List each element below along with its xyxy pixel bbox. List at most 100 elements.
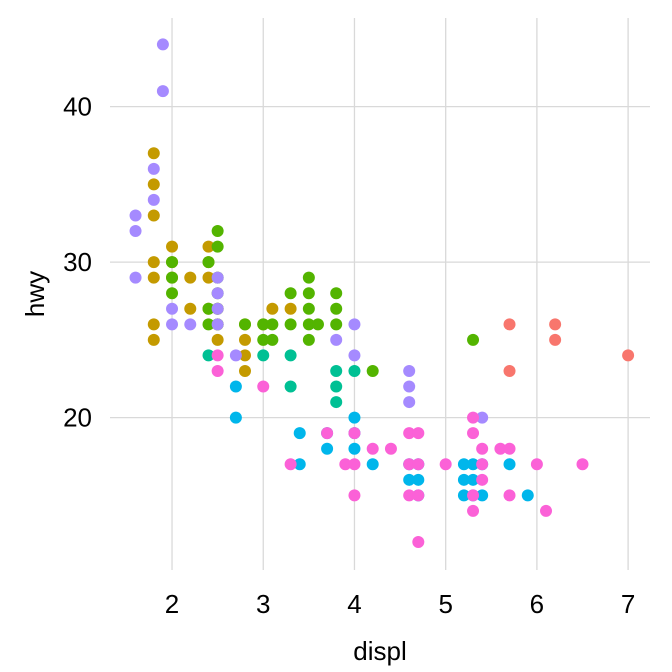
point-minivan [330, 396, 343, 409]
point-suv [467, 411, 480, 424]
point-pickup [467, 473, 480, 486]
point-subcompact [156, 38, 169, 51]
point-compact [184, 302, 197, 315]
point-suv [412, 489, 425, 502]
point-subcompact [129, 225, 142, 238]
point-suv [467, 427, 480, 440]
point-compact [147, 178, 160, 191]
point-pickup [521, 489, 534, 502]
point-midsize [330, 318, 343, 331]
y-axis-label: hwy [20, 271, 50, 317]
point-suv [284, 458, 297, 471]
point-suv [503, 489, 516, 502]
point-midsize [330, 302, 343, 315]
point-pickup [476, 489, 489, 502]
point-midsize [284, 318, 297, 331]
point-subcompact [211, 287, 224, 300]
x-axis-label: displ [353, 636, 406, 666]
point-suv [257, 380, 270, 393]
point-subcompact [211, 302, 224, 315]
point-suv [348, 489, 361, 502]
point-midsize [266, 318, 279, 331]
point-subcompact [211, 271, 224, 284]
point-suv [403, 489, 416, 502]
x-tick-label: 2 [165, 589, 179, 619]
point-minivan [330, 364, 343, 377]
point-suv [503, 442, 516, 455]
point-midsize [239, 318, 251, 331]
y-tick-label: 20 [63, 403, 92, 433]
point-compact [202, 240, 215, 253]
point-midsize [202, 302, 215, 315]
point-2seater [549, 318, 562, 331]
y-tick-label: 40 [63, 92, 92, 122]
point-midsize [302, 271, 315, 284]
point-compact [147, 333, 160, 346]
point-midsize [330, 287, 343, 300]
x-tick-label: 6 [530, 589, 544, 619]
point-suv [412, 427, 425, 440]
point-subcompact [129, 209, 142, 222]
point-subcompact [403, 380, 416, 393]
point-suv [321, 427, 334, 440]
point-suv [366, 442, 379, 455]
point-subcompact [156, 85, 169, 98]
point-minivan [202, 349, 215, 362]
point-midsize [467, 333, 480, 346]
point-midsize [211, 240, 224, 253]
point-midsize [257, 333, 270, 346]
point-suv [576, 458, 589, 471]
point-suv [494, 442, 507, 455]
x-tick-label: 7 [621, 589, 635, 619]
point-subcompact [147, 193, 160, 206]
point-suv [403, 427, 416, 440]
point-minivan [284, 349, 297, 362]
point-2seater [503, 318, 516, 331]
point-compact [184, 271, 197, 284]
point-minivan [348, 364, 361, 377]
point-suv [476, 458, 489, 471]
point-pickup [229, 411, 242, 424]
point-midsize [284, 287, 297, 300]
point-subcompact [147, 162, 160, 175]
point-pickup [293, 427, 306, 440]
point-midsize [302, 333, 315, 346]
point-subcompact [129, 271, 142, 284]
point-minivan [284, 380, 297, 393]
point-compact [239, 349, 251, 362]
point-midsize [257, 318, 270, 331]
point-compact [147, 147, 160, 160]
point-suv [403, 458, 416, 471]
point-subcompact [211, 318, 224, 331]
point-2seater [503, 364, 516, 377]
x-tick-label: 5 [438, 589, 452, 619]
point-pickup [229, 380, 242, 393]
point-subcompact [348, 318, 361, 331]
point-minivan [330, 380, 343, 393]
point-midsize [211, 225, 224, 238]
point-pickup [412, 473, 425, 486]
point-midsize [302, 287, 315, 300]
point-midsize [166, 287, 179, 300]
point-midsize [311, 318, 324, 331]
point-minivan [257, 349, 270, 362]
point-subcompact [166, 302, 179, 315]
point-midsize [302, 302, 315, 315]
point-subcompact [229, 349, 242, 362]
x-tick-label: 4 [347, 589, 361, 619]
point-pickup [457, 489, 470, 502]
point-suv [384, 442, 397, 455]
point-suv [348, 427, 361, 440]
point-midsize [366, 364, 379, 377]
point-suv [211, 364, 224, 377]
point-suv [530, 458, 543, 471]
point-2seater [549, 333, 562, 346]
point-midsize [266, 333, 279, 346]
point-subcompact [348, 349, 361, 362]
point-pickup [348, 411, 361, 424]
point-suv [476, 442, 489, 455]
point-midsize [202, 318, 215, 331]
point-suv [339, 458, 352, 471]
